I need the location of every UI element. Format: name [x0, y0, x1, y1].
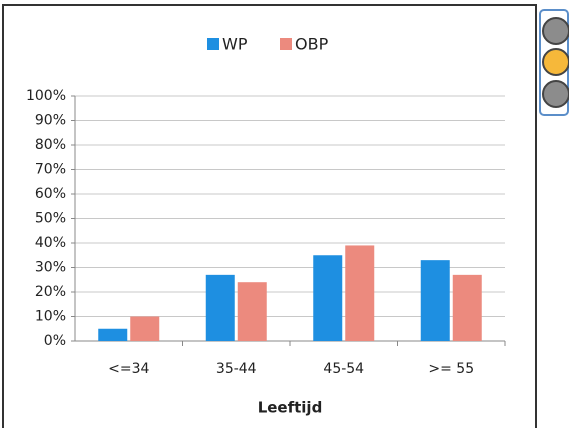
bar	[452, 274, 482, 341]
y-tick-label: 90%	[35, 113, 66, 129]
x-tick-label: 45-54	[323, 361, 364, 377]
bar	[420, 260, 450, 341]
bar	[98, 328, 128, 341]
legend-swatch	[280, 38, 292, 50]
bar	[313, 255, 343, 341]
y-tick-label: 100%	[26, 88, 66, 104]
x-tick-label: <=34	[108, 361, 149, 377]
light-gray	[542, 80, 569, 108]
bar	[237, 282, 267, 341]
y-tick-label: 40%	[35, 235, 66, 251]
x-axis-title: Leeftijd	[258, 399, 323, 417]
legend-label: OBP	[295, 35, 329, 54]
y-tick-label: 30%	[35, 260, 66, 276]
y-tick-label: 10%	[35, 309, 66, 325]
x-tick-label: >= 55	[428, 361, 474, 377]
y-tick-label: 60%	[35, 186, 66, 202]
light-gray	[542, 17, 569, 45]
x-tick-label: 35-44	[216, 361, 257, 377]
legend-swatch	[207, 38, 219, 50]
y-tick-label: 80%	[35, 137, 66, 153]
y-tick-label: 70%	[35, 162, 66, 178]
y-tick-label: 0%	[44, 333, 66, 349]
chart-frame	[2, 4, 537, 428]
light-orange	[542, 48, 569, 76]
bar	[345, 245, 375, 341]
bar	[130, 316, 160, 341]
y-tick-label: 50%	[35, 211, 66, 227]
y-tick-label: 20%	[35, 284, 66, 300]
legend-label: WP	[222, 35, 248, 54]
bar	[205, 274, 235, 341]
